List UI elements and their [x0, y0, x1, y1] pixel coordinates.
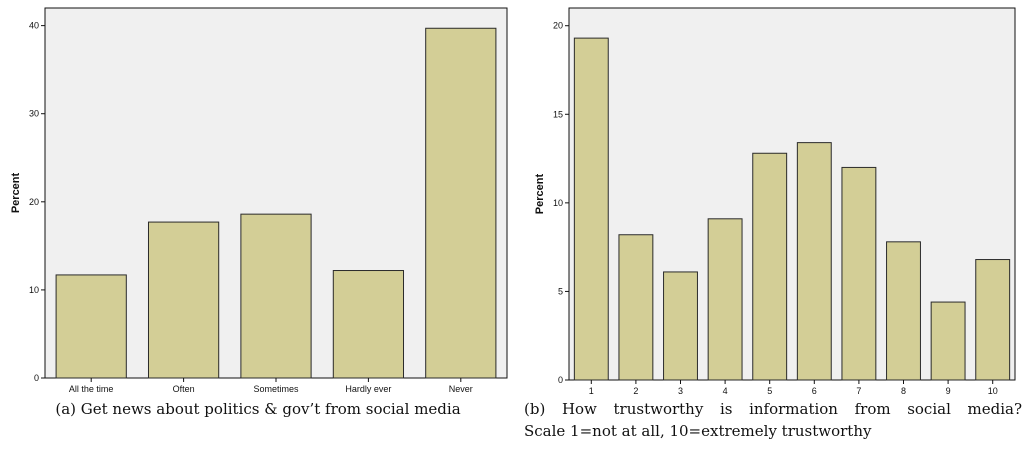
bar-b-2: [663, 271, 698, 381]
x-tick-label-a-4: Never: [449, 384, 473, 394]
bar-b-9: [975, 259, 1011, 381]
bar-a-1: [147, 221, 220, 379]
y-tick-label-b-0: 0: [558, 375, 563, 385]
y-tick-label-b-1: 5: [558, 286, 563, 296]
y-tick-label-a-0: 0: [34, 373, 39, 383]
bar-a-3: [332, 270, 405, 379]
x-tick-label-b-8: 9: [946, 386, 951, 396]
y-tick-label-b-2: 10: [553, 198, 563, 208]
y-tick-label-a-1: 10: [29, 285, 39, 295]
bar-b-0: [573, 37, 609, 381]
caption-b-line1: (b) How trustworthy is information from …: [524, 400, 1022, 418]
x-tick-label-b-2: 3: [678, 386, 683, 396]
x-tick-label-b-6: 7: [856, 386, 861, 396]
y-tick-label-b-3: 15: [553, 109, 563, 119]
bar-chart-b: 0 5 10 15 20 Percent 1 2 3 4 5 6 7 8 9 10: [534, 7, 1016, 396]
bar-b-5: [796, 142, 832, 381]
bar-b-1: [618, 234, 654, 381]
bar-a-0: [55, 274, 127, 379]
bar-b-6: [841, 166, 877, 381]
caption-b: (b) How trustworthy is information from …: [524, 398, 1022, 442]
x-tick-label-b-5: 6: [812, 386, 817, 396]
bar-a-4: [425, 27, 497, 379]
y-axis-label-b: Percent: [534, 173, 546, 214]
chart-panel-b: 0 5 10 15 20 Percent 1 2 3 4 5 6 7 8 9 10 (b) How trust…: [512, 0, 1023, 450]
caption-a: (a) Get news about politics & gov’t from…: [55, 400, 461, 418]
x-tick-label-a-2: Sometimes: [253, 384, 299, 394]
x-tick-label-a-0: All the time: [69, 384, 114, 394]
x-tick-label-b-7: 8: [901, 386, 906, 396]
x-tick-label-a-1: Often: [173, 384, 195, 394]
y-axis-label-a: Percent: [10, 172, 22, 213]
y-tick-label-a-3: 30: [29, 109, 39, 119]
y-tick-label-b-4: 20: [553, 21, 563, 31]
y-tick-label-a-4: 40: [29, 21, 39, 31]
bar-b-3: [707, 218, 743, 381]
y-tick-label-a-2: 20: [29, 197, 39, 207]
bar-chart-a: 0 10 20 30 40 Percent All the time Often Sometim…: [10, 7, 508, 394]
x-tick-label-a-3: Hardly ever: [345, 384, 391, 394]
caption-b-line2: Scale 1=not at all, 10=extremely trustwo…: [524, 422, 872, 440]
x-tick-label-b-9: 10: [988, 386, 998, 396]
x-tick-label-b-1: 2: [633, 386, 638, 396]
bar-b-4: [752, 152, 788, 381]
bar-a-2: [240, 213, 312, 379]
x-tick-label-b-3: 4: [723, 386, 728, 396]
bar-b-8: [930, 301, 966, 381]
bar-b-7: [886, 241, 921, 381]
x-tick-label-b-4: 5: [767, 386, 772, 396]
x-tick-label-b-0: 1: [589, 386, 594, 396]
chart-panel-a: 0 10 20 30 40 Percent All the time Often Sometim…: [0, 0, 510, 450]
